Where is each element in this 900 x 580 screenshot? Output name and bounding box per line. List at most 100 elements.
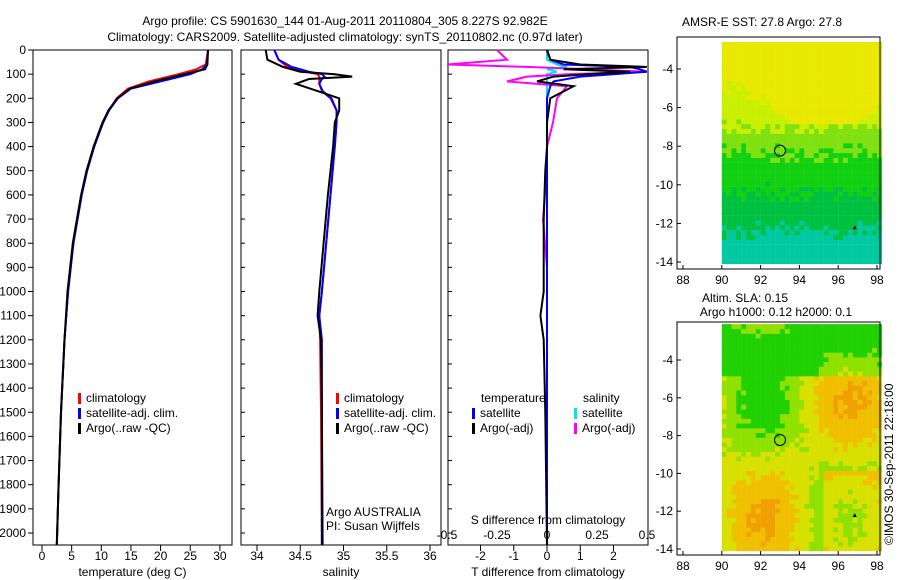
map-cell	[731, 138, 737, 144]
map-cell	[755, 162, 761, 168]
map-cell	[755, 361, 761, 367]
map-cell	[736, 206, 742, 212]
map-cell	[726, 254, 732, 260]
map-cell	[794, 124, 800, 130]
map-cell	[823, 148, 829, 154]
map-cell	[726, 201, 732, 207]
map-cell	[843, 517, 849, 523]
map-cell	[755, 186, 761, 192]
map-cell	[823, 437, 829, 443]
station-marker	[852, 225, 857, 230]
map-cell	[847, 172, 853, 178]
map-cell	[833, 437, 839, 443]
map-cell	[809, 376, 815, 382]
map-cell	[813, 75, 819, 81]
map-cell	[775, 503, 781, 509]
map-cell	[828, 70, 834, 76]
map-cell	[746, 119, 752, 125]
map-cell	[726, 70, 732, 76]
map-cell	[780, 394, 785, 400]
map-cell	[760, 324, 766, 330]
map-cell	[838, 347, 844, 353]
map-cell	[794, 114, 800, 120]
map-cell	[731, 361, 737, 367]
map-cell	[755, 366, 761, 372]
map-cell	[862, 109, 868, 115]
map-cell	[818, 61, 824, 67]
map-cell	[780, 461, 785, 467]
map-cell	[799, 494, 805, 500]
map-cell	[862, 546, 868, 552]
map-cell	[799, 181, 805, 187]
map-cell	[809, 186, 815, 192]
map-cell	[867, 409, 873, 415]
map-cell	[784, 234, 790, 240]
map-cell	[726, 196, 732, 202]
map-cell	[838, 404, 844, 410]
map-cell	[852, 119, 858, 125]
map-cell	[857, 90, 863, 96]
map-cell	[731, 66, 737, 72]
map-cell	[770, 324, 776, 330]
map-cell	[818, 437, 824, 443]
map-cell	[721, 508, 727, 514]
map-cell	[780, 167, 785, 173]
map-cell	[780, 328, 785, 334]
map-cell	[770, 225, 776, 231]
map-cell	[862, 99, 868, 105]
map-cell	[780, 352, 785, 358]
map-cell	[833, 508, 839, 514]
map-cell	[852, 338, 858, 344]
map-cell	[770, 489, 776, 495]
map-cell	[852, 531, 858, 537]
map-cell	[780, 215, 785, 221]
map-cell	[750, 234, 756, 240]
map-cell	[843, 446, 849, 452]
map-cell	[857, 206, 863, 212]
map-cell	[765, 531, 771, 537]
map-cell	[872, 470, 878, 476]
map-cell	[799, 172, 805, 178]
map-cell	[765, 61, 771, 67]
map-cell	[799, 465, 805, 471]
map-cell	[847, 138, 853, 144]
map-cell	[794, 119, 800, 125]
map-cell	[765, 484, 771, 490]
map-cell	[852, 124, 858, 130]
temperature-diff-argo-line	[536, 49, 647, 546]
map-cell	[741, 333, 747, 339]
map-cell	[847, 508, 853, 514]
map-cell	[867, 517, 873, 523]
map-cell	[867, 513, 873, 519]
map-cell	[857, 394, 863, 400]
temperature-satellite-line	[55, 49, 209, 546]
map-cell	[833, 480, 839, 486]
map-cell	[765, 513, 771, 519]
map-cell	[867, 536, 873, 542]
map-cell	[872, 109, 878, 115]
map-cell	[784, 461, 790, 467]
map-cell	[847, 167, 853, 173]
map-cell	[809, 352, 815, 358]
map-cell	[780, 249, 785, 255]
map-cell	[765, 90, 771, 96]
map-cell	[872, 399, 878, 405]
map-cell	[736, 99, 742, 105]
map-cell	[828, 513, 834, 519]
map-cell	[862, 536, 868, 542]
map-cell	[755, 404, 761, 410]
map-cell	[775, 56, 781, 62]
map-cell	[726, 517, 732, 523]
map-cell	[784, 230, 790, 236]
map-cell	[833, 333, 839, 339]
map-cell	[838, 541, 844, 547]
map-cell	[789, 428, 795, 434]
map-cell	[843, 508, 849, 514]
map-cell	[872, 376, 878, 382]
map-cell	[799, 536, 805, 542]
map-cell	[847, 210, 853, 216]
map-cell	[833, 181, 839, 187]
map-cell	[872, 385, 878, 391]
map-cell	[750, 99, 756, 105]
map-cell	[862, 413, 868, 419]
